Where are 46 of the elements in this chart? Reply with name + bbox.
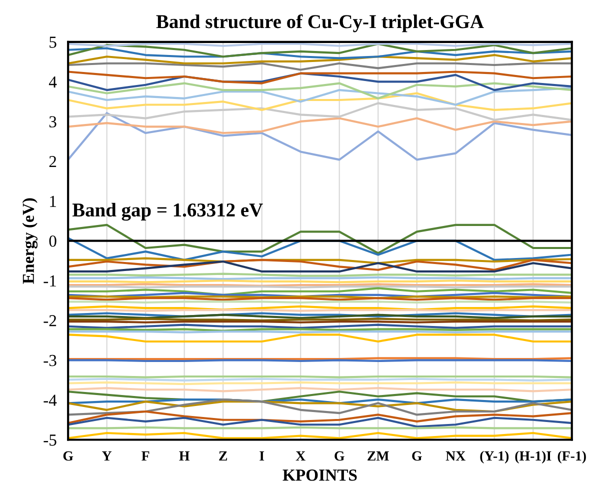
line-series [68,287,572,296]
y-tick-label: 1 [50,196,56,207]
line-series [68,70,572,84]
line-series [68,62,572,71]
x-tick-label: G [412,451,422,461]
y-tick-label: -4 [44,394,57,406]
line-series [68,112,572,161]
x-axis-title: KPOINTS [282,470,357,481]
y-tick-label: 4 [48,76,57,88]
y-tick-label: -3 [44,354,56,366]
x-tick-label: I [260,451,264,461]
x-tick-label: F [142,451,150,461]
line-series [68,398,572,416]
line-series [68,82,572,100]
y-tick-label: 0 [49,236,56,247]
y-axis-title: Energy (eV) [22,198,38,284]
y-tick-label: 5 [50,36,56,48]
x-tick-label: (H-1)I [515,450,552,464]
line-series [68,87,572,106]
x-tick-label: ZM [368,451,389,461]
x-tick-label: (Y-1) [480,450,509,464]
x-tick-label: X [296,451,306,461]
x-tick-label: NX [446,451,466,461]
x-tick-label: Z [219,451,228,461]
y-tick-label: 3 [49,116,56,128]
y-tick-label: -1 [44,275,56,286]
line-series [68,224,572,254]
line-series [68,47,572,60]
line-series [68,117,572,134]
x-tick-label: (F-1) [558,450,586,464]
line-series [68,410,572,424]
annotation: Band gap = 1.63312 eV [72,202,263,221]
y-tick-label: 2 [49,156,56,168]
y-tick-label: -2 [44,315,56,326]
line-series [68,400,572,413]
line-series [68,54,572,64]
x-tick-label: Y [102,451,112,461]
line-series [68,416,572,428]
line-series [68,102,572,121]
line-series [68,72,572,92]
chart-title: Band structure of Cu-Cy-I triplet-GGA [156,14,484,32]
x-tick-label: G [334,451,344,461]
x-tick-label: H [179,451,190,461]
y-tick-label: -5 [44,434,56,446]
line-series [68,92,572,111]
x-tick-label: G [63,451,74,461]
